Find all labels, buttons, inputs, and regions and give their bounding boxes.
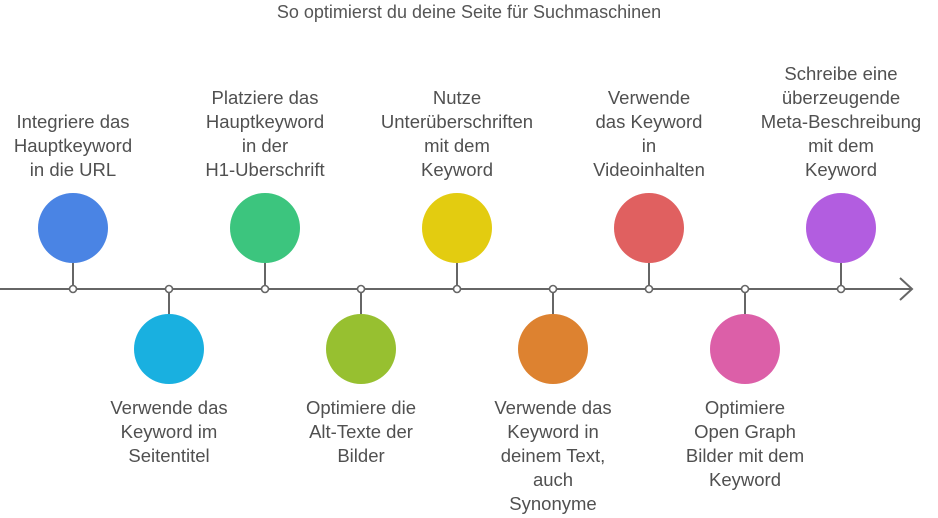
step-circle	[806, 193, 876, 263]
step-label-line: Verwende das	[110, 397, 228, 418]
step-label-line: Keyword	[421, 159, 493, 180]
step-circle	[422, 193, 492, 263]
step-label-line: Keyword im	[120, 421, 218, 442]
step-label-line: Bilder	[337, 445, 385, 466]
timeline-node	[548, 284, 558, 294]
step-circle	[518, 314, 588, 384]
step-label: Platziere das Hauptkeyword in der H1-Ubersc…	[180, 86, 350, 182]
step-label-line: Integriere das	[16, 111, 130, 132]
step-label-line: Videoinhalten	[593, 159, 705, 180]
step-label: Optimiere Open Graph Bilder mit dem Keyword	[660, 396, 830, 492]
step-label-line: in der	[241, 135, 289, 156]
step-label: Verwende das Keyword in Videoinhalten	[564, 86, 734, 182]
step-label-line: Platziere das	[211, 87, 319, 108]
step-label-line: Meta-Beschreibung	[760, 111, 922, 132]
step-circle	[614, 193, 684, 263]
step-label: Verwende das Keyword in deinem Text, auch Sy…	[468, 396, 638, 516]
timeline-node	[260, 284, 270, 294]
step-label-line: Unterüberschriften	[380, 111, 534, 132]
step-label-line: Nutze	[432, 87, 482, 108]
timeline-node	[164, 284, 174, 294]
step-label-line: mit dem	[424, 135, 490, 156]
step-circle	[710, 314, 780, 384]
step-label-line: in die URL	[29, 159, 117, 180]
diagram-title: So optimierst du deine Seite für Suchmas…	[276, 2, 662, 22]
step-label-line: Keyword	[709, 469, 781, 490]
step-circle	[326, 314, 396, 384]
step-label-line: das Keyword	[595, 111, 703, 132]
timeline-node	[356, 284, 366, 294]
arrow-head-icon	[899, 277, 914, 301]
step-label-line: Schreibe eine	[784, 63, 898, 84]
step-label-line: Optimiere	[704, 397, 786, 418]
step-label-line: Keyword in	[507, 421, 599, 442]
timeline-node	[68, 284, 78, 294]
step-label-line: Hauptkeyword	[13, 135, 133, 156]
step-label-line: Bilder mit dem	[685, 445, 805, 466]
step-label: Integriere das Hauptkeyword in die URL	[0, 110, 158, 182]
step-label-line: Keyword	[805, 159, 877, 180]
step-label-line: Hauptkeyword	[205, 111, 325, 132]
step-label-line: Seitentitel	[128, 445, 210, 466]
step-label-line: Synonyme	[509, 493, 597, 514]
step-label-line: überzeugende	[781, 87, 901, 108]
step-label-line: in	[641, 135, 657, 156]
timeline-node	[644, 284, 654, 294]
step-label-line: mit dem	[808, 135, 874, 156]
step-label: Nutze Unterüberschriften mit dem Keyword	[372, 86, 542, 182]
step-circle	[38, 193, 108, 263]
step-label-line: Optimiere die	[305, 397, 416, 418]
step-label-line: auch	[532, 469, 574, 490]
step-label-line: Verwende das	[494, 397, 612, 418]
timeline-node	[452, 284, 462, 294]
step-label-line: H1-Uberschrift	[205, 159, 325, 180]
step-label: Verwende das Keyword im Seitentitel	[84, 396, 254, 468]
step-circle	[230, 193, 300, 263]
step-circle	[134, 314, 204, 384]
step-label-line: Open Graph	[694, 421, 796, 442]
step-label-line: Alt-Texte der	[309, 421, 413, 442]
step-label-line: Verwende	[607, 87, 691, 108]
timeline-node	[740, 284, 750, 294]
step-label: Optimiere die Alt-Texte der Bilder	[276, 396, 446, 468]
step-label: Schreibe eine überzeugende Meta-Beschreibu…	[756, 62, 926, 182]
timeline-node	[836, 284, 846, 294]
step-label-line: deinem Text,	[500, 445, 606, 466]
